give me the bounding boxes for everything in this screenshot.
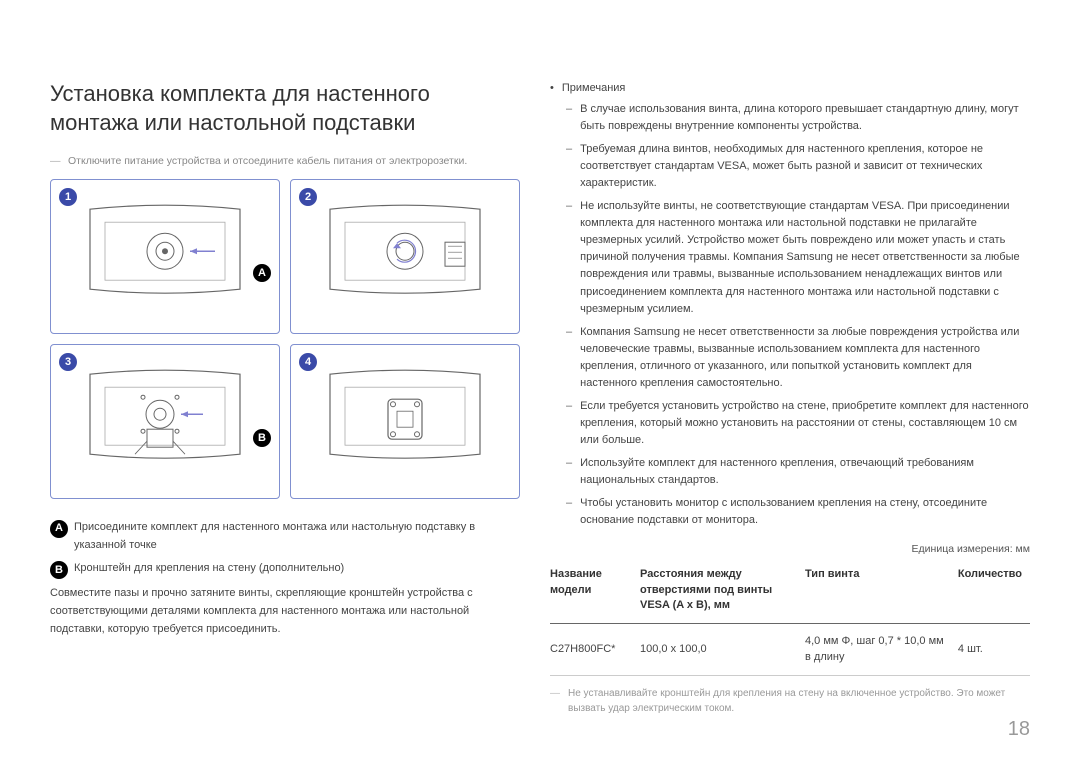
th-qty: Количество xyxy=(958,561,1030,624)
th-dist: Расстояния между отверстиями под винты V… xyxy=(640,561,805,624)
panel-4: 4 xyxy=(290,344,520,499)
step-number-2: 2 xyxy=(299,188,317,206)
label-a-inline: A xyxy=(50,520,68,538)
description-a: A Присоедините комплект для настенного м… xyxy=(50,519,520,554)
notes-list: Примечания В случае использования винта,… xyxy=(550,80,1030,529)
panel-2: 2 xyxy=(290,179,520,334)
note-item: Требуемая длина винтов, необходимых для … xyxy=(550,141,1030,192)
th-screw: Тип винта xyxy=(805,561,958,624)
description-b: B Кронштейн для крепления на стену (допо… xyxy=(50,560,520,579)
td-qty: 4 шт. xyxy=(958,624,1030,676)
description-b-text: Кронштейн для крепления на стену (дополн… xyxy=(74,560,344,578)
panel-1: 1 A xyxy=(50,179,280,334)
page-number: 18 xyxy=(1008,718,1030,741)
monitor-illustration-2 xyxy=(325,204,485,314)
label-b-inline: B xyxy=(50,561,68,579)
description-list: A Присоедините комплект для настенного м… xyxy=(50,519,520,579)
label-a-badge: A xyxy=(253,264,271,282)
instruction-paragraph: Совместите пазы и прочно затяните винты,… xyxy=(50,585,520,638)
note-item: Чтобы установить монитор с использование… xyxy=(550,495,1030,529)
th-model: Название модели xyxy=(550,561,640,624)
left-column: Установка комплекта для настенного монта… xyxy=(50,80,520,716)
note-item: Компания Samsung не несет ответственност… xyxy=(550,324,1030,392)
notes-header: Примечания xyxy=(550,80,1030,97)
step-number-3: 3 xyxy=(59,353,77,371)
label-b-badge: B xyxy=(253,429,271,447)
td-model: C27H800FC* xyxy=(550,624,640,676)
power-off-note: Отключите питание устройства и отсоедини… xyxy=(50,155,520,167)
td-screw: 4,0 мм Φ, шаг 0,7 * 10,0 мм в длину xyxy=(805,624,958,676)
td-dist: 100,0 x 100,0 xyxy=(640,624,805,676)
description-a-text: Присоедините комплект для настенного мон… xyxy=(74,519,520,554)
note-item: Используйте комплект для настенного креп… xyxy=(550,455,1030,489)
step-panels: 1 A 2 xyxy=(50,179,520,499)
table-row: C27H800FC* 100,0 x 100,0 4,0 мм Φ, шаг 0… xyxy=(550,624,1030,676)
unit-note: Единица измерения: мм xyxy=(550,543,1030,555)
monitor-illustration-1 xyxy=(85,204,245,314)
note-item: Не используйте винты, не соответствующие… xyxy=(550,198,1030,317)
monitor-illustration-3 xyxy=(85,369,245,479)
page-layout: Установка комплекта для настенного монта… xyxy=(50,80,1030,716)
right-column: Примечания В случае использования винта,… xyxy=(550,80,1030,716)
panel-3: 3 B xyxy=(50,344,280,499)
monitor-illustration-4 xyxy=(325,369,485,479)
step-number-1: 1 xyxy=(59,188,77,206)
note-item: Если требуется установить устройство на … xyxy=(550,398,1030,449)
note-item: В случае использования винта, длина кото… xyxy=(550,101,1030,135)
step-number-4: 4 xyxy=(299,353,317,371)
section-title: Установка комплекта для настенного монта… xyxy=(50,80,520,137)
spec-table: Название модели Расстояния между отверст… xyxy=(550,561,1030,676)
bottom-footnote: Не устанавливайте кронштейн для креплени… xyxy=(550,686,1030,716)
